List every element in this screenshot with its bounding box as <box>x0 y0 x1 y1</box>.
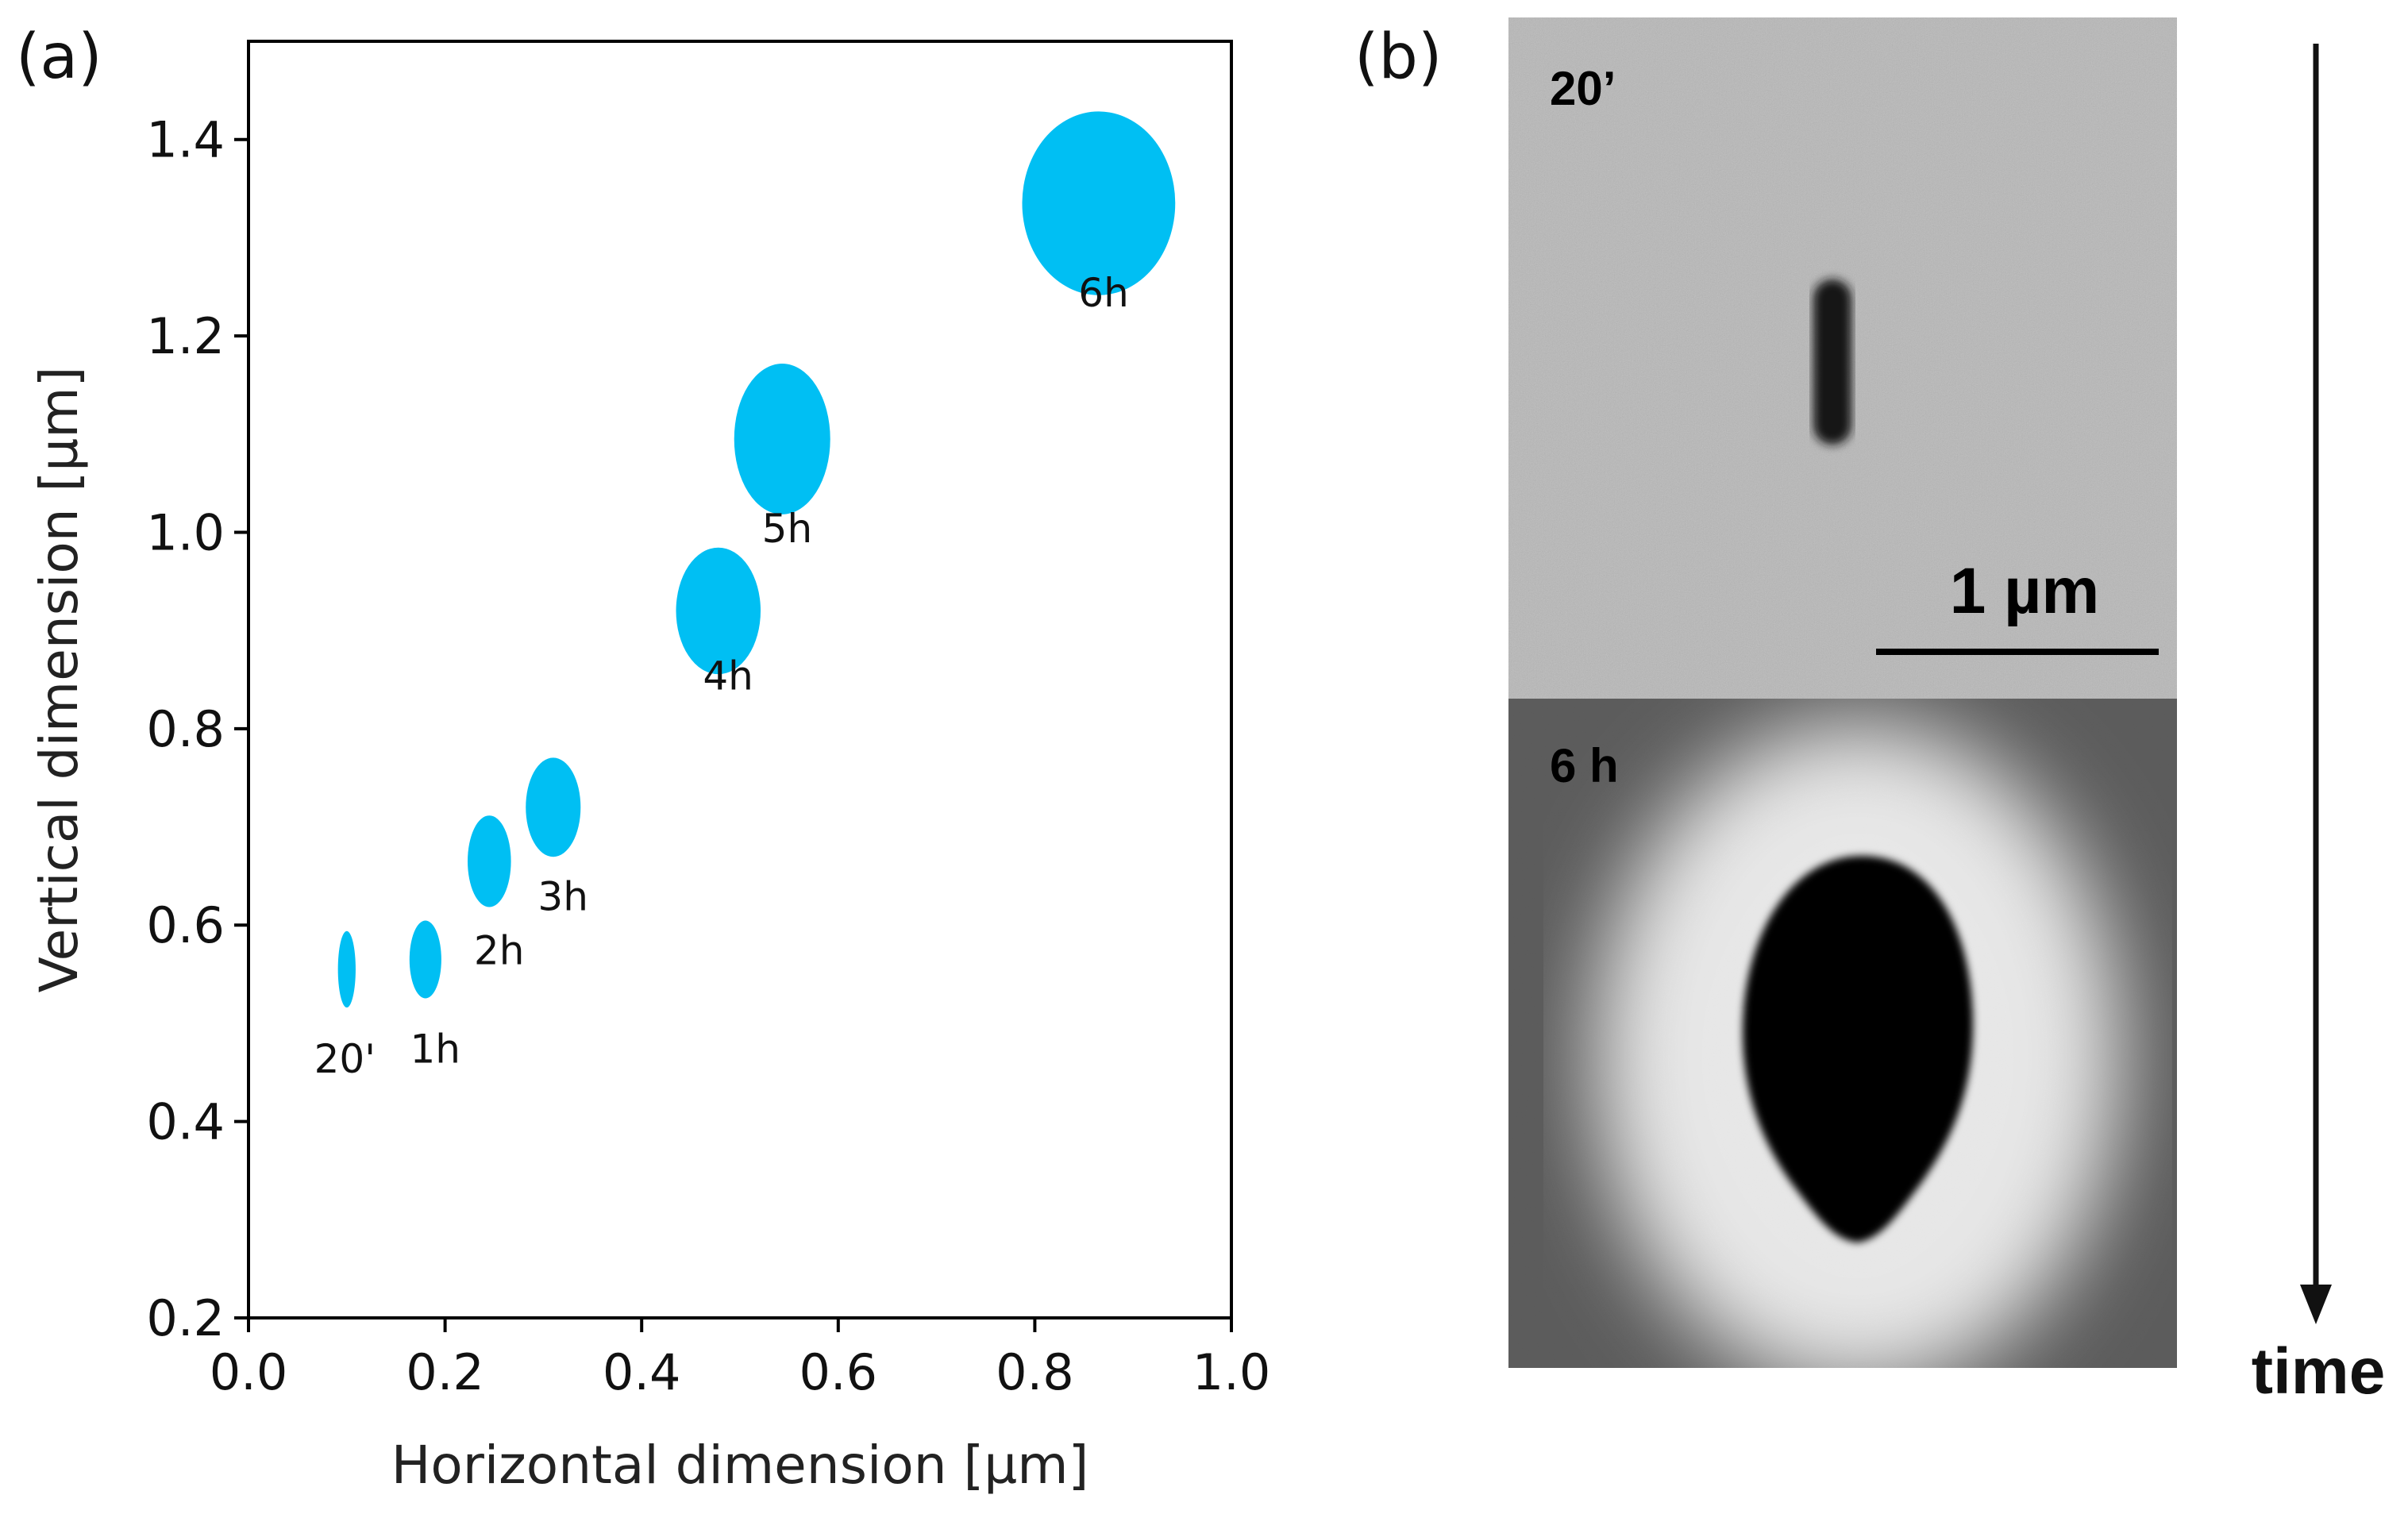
y-tick-label: 1.2 <box>146 307 225 365</box>
x-tick-label: 0.0 <box>210 1343 288 1401</box>
data-point <box>734 364 830 514</box>
micrograph-top-label: 20’ <box>1550 62 1616 115</box>
x-axis: 0.0 0.2 0.4 0.6 0.8 1.0 <box>210 1318 1271 1401</box>
plot-frame <box>247 40 1233 1319</box>
data-point <box>409 920 441 999</box>
y-axis-title: Vertical dimension [µm] <box>29 367 90 993</box>
data-point <box>526 757 581 857</box>
point-label: 1h <box>410 1026 460 1072</box>
scale-bar-label: 1 µm <box>1950 555 2100 627</box>
y-tick-label: 1.4 <box>146 111 225 169</box>
time-arrow: time <box>2252 44 2386 1408</box>
x-tick-label: 0.4 <box>603 1343 681 1401</box>
y-tick-label: 0.4 <box>146 1093 225 1151</box>
x-tick-label: 0.2 <box>406 1343 484 1401</box>
panel-b-label: (b) <box>1354 21 1442 93</box>
time-label: time <box>2252 1335 2386 1408</box>
particle-6h <box>1743 856 1973 1242</box>
point-label: 6h <box>1078 270 1129 316</box>
data-point <box>468 815 511 907</box>
scatter-chart: 0.0 0.2 0.4 0.6 0.8 1.0 0.20.40.60.81.01.21.4… <box>29 40 1271 1496</box>
y-axis: 0.2 0.4 0.6 0.8 1.0 1.2 1.4 <box>146 111 249 1347</box>
x-tick-label: 0.6 <box>799 1343 877 1401</box>
particle-20min <box>1813 279 1851 445</box>
micrograph-20min: 20’ 1 µm <box>1508 17 2177 699</box>
y-tick-label: 1.0 <box>146 503 225 561</box>
y-tick-label: 0.2 <box>146 1289 225 1347</box>
point-label: 4h <box>703 653 753 699</box>
panel-a-label: (a) <box>16 21 102 93</box>
point-label: 20' <box>314 1036 376 1082</box>
data-points: 20' 1h 2h 3h 4h 5h 6h <box>314 111 1176 1082</box>
data-point <box>337 930 356 1007</box>
data-point <box>1022 111 1176 295</box>
scale-bar <box>1876 649 2159 655</box>
point-label: 3h <box>537 874 588 920</box>
x-tick-label: 0.8 <box>996 1343 1074 1401</box>
y-tick-label: 0.6 <box>146 896 225 954</box>
point-label: 5h <box>762 506 813 552</box>
micrograph-bottom-label: 6 h <box>1550 739 1619 792</box>
micrograph-6h: 6 h <box>1508 699 2177 1368</box>
x-tick-label: 1.0 <box>1192 1343 1271 1401</box>
point-label: 2h <box>474 928 525 974</box>
y-tick-label: 0.8 <box>146 700 225 758</box>
data-point <box>676 547 761 675</box>
x-axis-title: Horizontal dimension [µm] <box>391 1435 1089 1496</box>
